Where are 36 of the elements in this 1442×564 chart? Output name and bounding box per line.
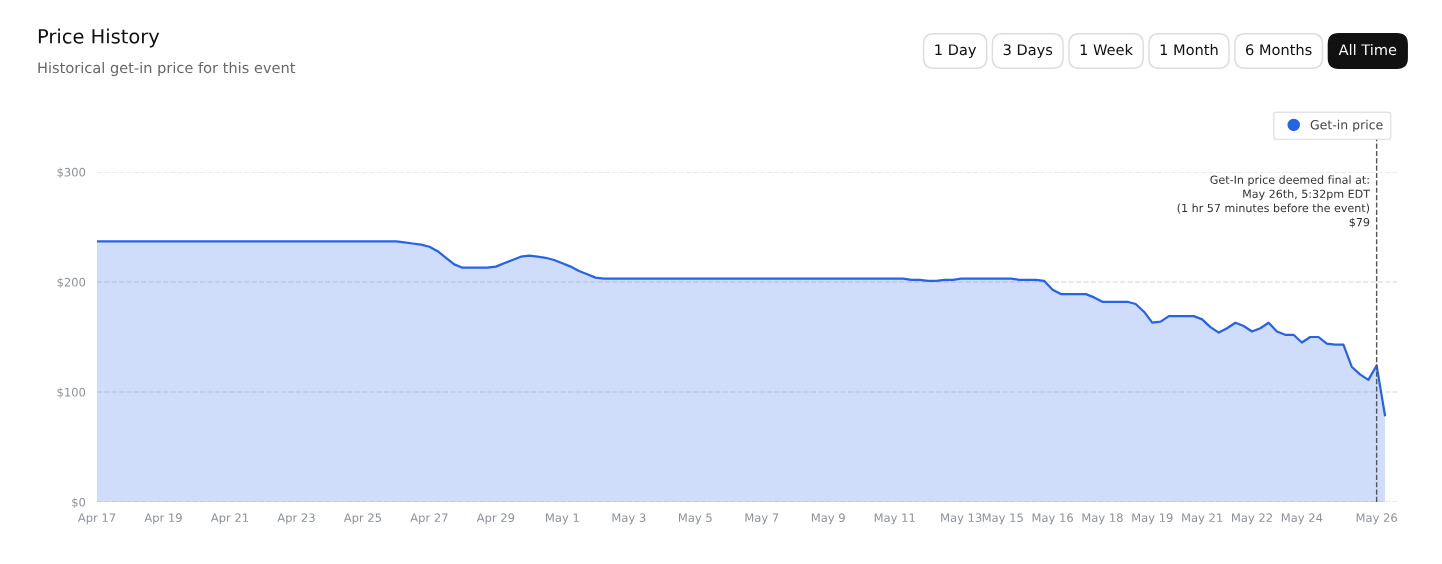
text: 3 Days bbox=[1003, 44, 1053, 59]
y-tick-label: $0 bbox=[72, 497, 86, 509]
x-tick-label: Apr 29 bbox=[476, 513, 515, 525]
x-tick-label: May 11 bbox=[874, 513, 915, 525]
y-tick-label: $200 bbox=[57, 277, 86, 289]
x-tick-label: Apr 21 bbox=[210, 513, 249, 525]
text: 1 Day bbox=[935, 44, 977, 59]
chart-subtitle: Historical get-in price for this event bbox=[38, 61, 296, 77]
text: 1 Month bbox=[1160, 43, 1218, 56]
annotation: Get-In price deemed final at: May 26th, 5:32pm EDT (1 hr 57 minutes before the event) $79 bbox=[1177, 175, 1371, 228]
text: 6 Months bbox=[1246, 43, 1312, 56]
x-tick-label: May 26 bbox=[1356, 513, 1397, 525]
x-tick-label: May 5 bbox=[678, 513, 712, 525]
x-tick-label: May 21 bbox=[1182, 513, 1223, 525]
x-tick-label: May 7 bbox=[745, 513, 779, 525]
x-tick-label: May 15 bbox=[982, 513, 1023, 525]
x-tick-label: Apr 19 bbox=[144, 513, 182, 525]
x-tick-label: Apr 25 bbox=[343, 513, 382, 525]
text: 1 Week bbox=[1080, 43, 1133, 56]
x-tick-label: Apr 27 bbox=[410, 513, 448, 525]
x-tick-label: Apr 17 bbox=[77, 513, 116, 525]
x-tick-label: Apr 23 bbox=[277, 513, 315, 525]
x-tick-label: May 19 bbox=[1132, 513, 1173, 525]
x-tick-label: May 9 bbox=[811, 513, 845, 525]
x-tick-label: May 16 bbox=[1032, 513, 1073, 525]
y-tick-label: $300 bbox=[57, 167, 86, 179]
legend-label: Get-in price bbox=[1310, 119, 1383, 132]
x-tick-label: May 22 bbox=[1232, 513, 1272, 525]
x-tick-label: May 1 bbox=[546, 513, 579, 525]
x-tick-label: May 24 bbox=[1281, 513, 1323, 525]
x-tick-label: May 3 bbox=[612, 513, 646, 525]
chart-title: Price History bbox=[38, 28, 160, 48]
text: All Time bbox=[1338, 43, 1397, 56]
y-tick-label: $100 bbox=[57, 387, 86, 399]
x-tick-label: May 13 bbox=[941, 513, 982, 525]
x-tick-label: May 18 bbox=[1082, 513, 1123, 525]
